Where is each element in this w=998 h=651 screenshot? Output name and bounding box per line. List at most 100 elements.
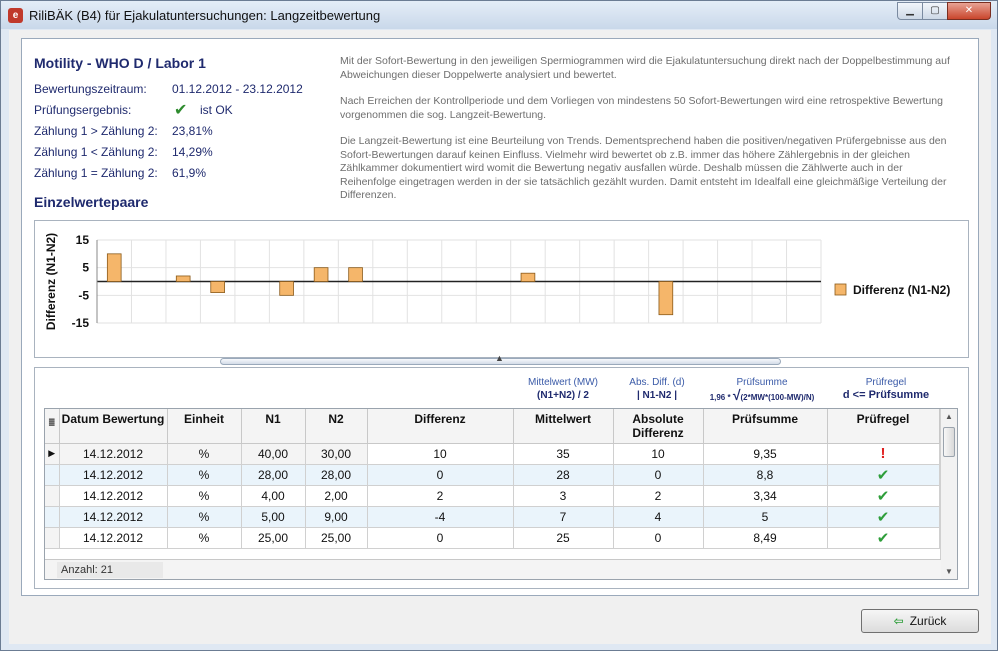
title-bar[interactable]: e RiliBÄK (B4) für Ejakulatuntersuchunge… [1,1,997,29]
cell-absdiff: 4 [613,506,704,528]
chart-svg: 15 5 -5 -15 Differenz (N1-N2) Differenz (N1-N… [44,233,950,330]
window-controls: ▁ ▢ ✕ [897,2,991,20]
cell-differenz: -4 [367,506,514,528]
checkmark-icon: ✔ [174,102,188,119]
bar [106,253,122,282]
table-row[interactable]: 14.12.2012% 25,00 25,00 0 25 0 8,49 ✔ [45,527,940,549]
less-value: 14,29% [172,145,213,159]
info-row-equal: Zählung 1 = Zählung 2: 61,9% [34,166,206,180]
period-label: Bewertungszeitraum: [34,82,147,96]
cell-absdiff: 2 [613,485,704,507]
description-paragraph-1: Mit der Sofort-Bewertung in den jeweilig… [340,55,950,81]
cell-mittelwert: 3 [513,485,614,507]
values-table: ≣ Datum Bewertung Einheit N1 N2 Differen… [45,409,940,549]
cell-differenz: 10 [367,443,514,465]
col-pruefsumme[interactable]: Prüfsumme [703,409,828,444]
description-paragraph-3: Die Langzeit-Bewertung ist eine Beurteil… [340,135,947,201]
formula-pruefsumme-prefix: 1,96 * [709,393,733,402]
checkmark-icon: ✔ [876,529,890,547]
cell-einheit: % [167,443,242,465]
info-row-less: Zählung 1 < Zählung 2: 14,29% [34,145,213,159]
maximize-button[interactable]: ▢ [922,2,948,20]
exclamation-icon: ! [880,445,886,462]
scroll-thumb[interactable] [943,427,955,457]
back-button-label: Zurück [909,614,947,628]
vertical-scrollbar[interactable]: ▲ ▼ [940,409,957,579]
checkmark-icon: ✔ [876,487,890,505]
result-label: Prüfungsergebnis: [34,103,132,117]
bar [658,281,674,316]
formula-absdiff-top: Abs. Diff. (d) [629,377,685,388]
minimize-button[interactable]: ▁ [897,2,923,20]
col-n1[interactable]: N1 [241,409,306,444]
formula-pruefregel-top: Prüfregel [865,377,907,388]
table-body: ▶ 14.12.2012% 40,00 30,00 10 35 10 9,35! 14.12.2… [45,443,940,549]
col-differenz[interactable]: Differenz [367,409,514,444]
bar [210,281,225,293]
legend-swatch [834,283,847,296]
cell-datum: 14.12.2012 [59,527,168,549]
cell-absdiff: 10 [613,443,704,465]
grid-footer: Anzahl: 21 [45,559,941,579]
formula-absdiff-bottom: | N1-N2 | [636,390,678,401]
cell-pruefsumme: 3,34 [703,485,828,507]
formula-pruefsumme-bottom: 1,96 * √(2*MW*(100-MW)/N) [699,388,825,404]
cell-pruefregel: ! [827,443,940,465]
table-row[interactable]: ▶ 14.12.2012% 40,00 30,00 10 35 10 9,35! [45,443,940,465]
back-button[interactable]: ⇦ Zurück [861,609,979,633]
cell-pruefregel: ✔ [827,506,940,528]
table-header-row: ≣ Datum Bewertung Einheit N1 N2 Differen… [45,409,940,444]
legend-label: Differenz (N1-N2) [853,283,950,297]
y-tick-label: 15 [76,233,90,247]
cell-datum: 14.12.2012 [59,506,168,528]
scroll-up-icon[interactable]: ▲ [945,412,953,421]
col-pruefregel[interactable]: Prüfregel [827,409,940,444]
y-tick-label: -5 [78,288,89,302]
cell-n1: 28,00 [241,464,306,486]
period-value: 01.12.2012 - 23.12.2012 [172,82,303,96]
cell-pruefregel: ✔ [827,485,940,507]
row-count: Anzahl: 21 [57,562,163,578]
col-absdiff[interactable]: Absolute Differenz [613,409,704,444]
row-indicator[interactable] [45,485,60,507]
row-indicator[interactable] [45,464,60,486]
arrow-left-icon: ⇦ [893,614,904,628]
cell-datum: 14.12.2012 [59,443,168,465]
column-chooser-icon[interactable]: ≣ [45,409,60,444]
y-tick-label: 5 [82,261,89,275]
formula-pruefsumme-rest: (2*MW*(100-MW)/N) [740,393,815,402]
col-einheit[interactable]: Einheit [167,409,242,444]
cell-n1: 5,00 [241,506,306,528]
col-n2[interactable]: N2 [305,409,368,444]
cell-pruefregel: ✔ [827,527,940,549]
info-row-result: Prüfungsergebnis: ✔ ist OK [34,102,233,119]
formula-pruefregel-bottom: d <= Prüfsumme [842,389,930,401]
row-indicator[interactable] [45,506,60,528]
scroll-down-icon[interactable]: ▼ [945,567,953,576]
row-indicator[interactable] [45,527,60,549]
description-text: Mit der Sofort-Bewertung in den jeweilig… [340,55,952,216]
table-row[interactable]: 14.12.2012% 5,00 9,00 -4 7 4 5 ✔ [45,506,940,528]
table-row[interactable]: 14.12.2012% 4,00 2,00 2 3 2 3,34 ✔ [45,485,940,507]
values-grid[interactable]: ≣ Datum Bewertung Einheit N1 N2 Differen… [44,408,958,580]
checkmark-icon: ✔ [876,466,890,484]
description-paragraph-2: Nach Erreichen der Kontrollperiode und d… [340,95,943,121]
less-label: Zählung 1 < Zählung 2: [34,145,158,159]
window-title: RiliBÄK (B4) für Ejakulatuntersuchungen:… [29,8,381,23]
values-table-area: Mittelwert (MW) (N1+N2) / 2 Abs. Diff. (… [34,367,969,589]
section-title: Einzelwertepaare [34,194,149,210]
close-button[interactable]: ✕ [947,2,991,20]
cell-pruefsumme: 8,8 [703,464,828,486]
col-mittelwert[interactable]: Mittelwert [513,409,614,444]
splitter-handle[interactable]: ▲ [220,353,781,365]
app-logo-icon: e [8,8,23,23]
table-row[interactable]: 14.12.2012% 28,00 28,00 0 28 0 8,8 ✔ [45,464,940,486]
formula-pruefregel: Prüfregel d <= Prüfsumme [831,376,941,402]
cell-pruefregel: ✔ [827,464,940,486]
cell-n2: 2,00 [305,485,368,507]
row-indicator[interactable]: ▶ [45,443,60,465]
col-datum[interactable]: Datum Bewertung [59,409,168,444]
cell-datum: 14.12.2012 [59,485,168,507]
cell-mittelwert: 7 [513,506,614,528]
greater-value: 23,81% [172,124,213,138]
